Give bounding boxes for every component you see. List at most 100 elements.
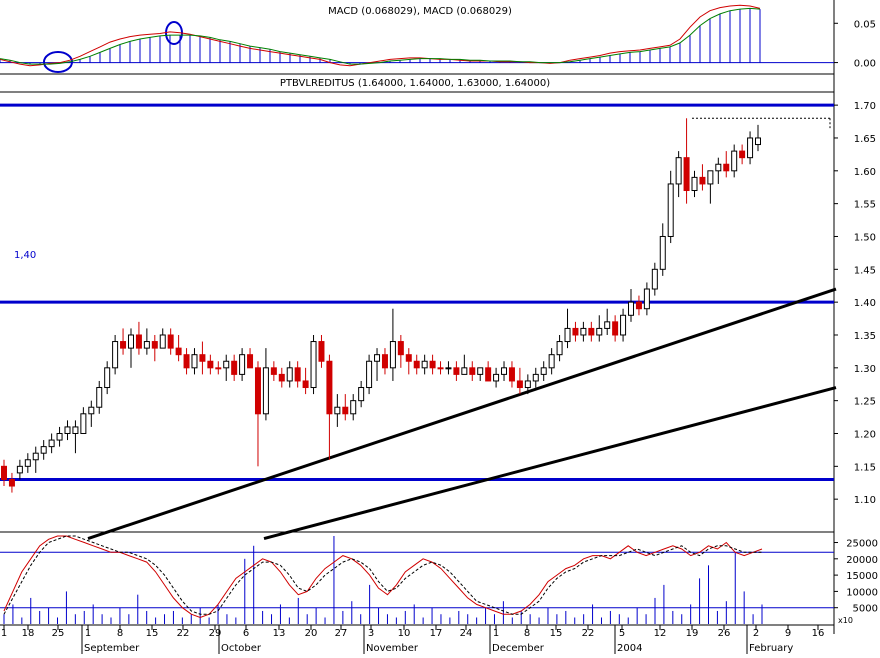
x-tick-label: 29 xyxy=(209,628,222,639)
macd-title: MACD (0.068029), MACD (0.068029) xyxy=(328,6,512,17)
candle-body xyxy=(32,452,39,461)
candle-body xyxy=(318,341,325,362)
candle-body xyxy=(588,327,595,336)
osc-y-tick-label: 25000 xyxy=(846,539,878,550)
candle-body xyxy=(628,301,635,316)
month-label: February xyxy=(749,643,793,654)
candle-body xyxy=(16,465,23,474)
candle-body xyxy=(334,406,341,415)
candle-body xyxy=(175,347,182,356)
candle-body xyxy=(659,235,666,270)
candle-body xyxy=(8,478,15,487)
x-tick-label: 17 xyxy=(430,628,443,639)
candle-body xyxy=(262,367,269,415)
candle-body xyxy=(231,360,238,375)
candle-body xyxy=(207,360,214,369)
month-label: November xyxy=(366,643,419,654)
candle-body xyxy=(453,367,460,375)
candle-body xyxy=(413,360,420,369)
candle-body xyxy=(612,321,619,336)
candle-body xyxy=(112,341,119,369)
candle-body xyxy=(620,314,627,336)
x-tick-label: 24 xyxy=(460,628,473,639)
candle-body xyxy=(564,327,571,343)
candle-body xyxy=(40,446,47,454)
x-tick-label: 20 xyxy=(305,628,318,639)
osc-series-line-1 xyxy=(3,535,762,615)
x-tick-label: 15 xyxy=(550,628,563,639)
candle-body xyxy=(120,341,127,349)
macd-y-tick-label: 0.05 xyxy=(854,19,876,30)
x-tick-label: 5 xyxy=(619,628,625,639)
price-trendline-0 xyxy=(87,287,837,540)
candle-body xyxy=(294,367,301,382)
osc-y-tick-label: 5000 xyxy=(853,604,878,615)
osc-y-tick-label: 20000 xyxy=(846,555,878,566)
price-title: PTBVLREDITUS (1.64000, 1.64000, 1.63000,… xyxy=(280,78,550,89)
candle-body xyxy=(493,373,500,382)
candle-body xyxy=(516,380,523,389)
candle-body xyxy=(167,334,174,349)
candle-body xyxy=(1,465,7,480)
candle-body xyxy=(191,354,198,369)
candle-body xyxy=(501,367,508,375)
x-tick-label: 10 xyxy=(398,628,411,639)
candle-body xyxy=(429,360,436,369)
candle-body xyxy=(405,354,412,362)
candle-body xyxy=(461,367,468,375)
candle-body xyxy=(596,327,603,336)
month-label: December xyxy=(492,643,545,654)
candle-body xyxy=(48,439,55,448)
candle-body xyxy=(374,354,381,362)
price-y-tick-label: 1.50 xyxy=(854,232,876,243)
candle-body xyxy=(96,387,103,408)
candle-body xyxy=(397,341,404,356)
candle-body xyxy=(104,367,111,389)
price-y-tick-label: 1.70 xyxy=(854,101,876,112)
candle-body xyxy=(358,387,365,402)
price-y-tick-label: 1.25 xyxy=(854,397,876,408)
candle-body xyxy=(366,360,373,389)
candle-body xyxy=(302,380,309,389)
candle-body xyxy=(643,288,650,310)
candle-body xyxy=(342,406,349,415)
candle-body xyxy=(715,163,722,172)
price-y-tick-label: 1.15 xyxy=(854,462,876,473)
x-tick-label: 26 xyxy=(718,628,731,639)
price-y-tick-label: 1.20 xyxy=(854,429,876,440)
price-trendline-1 xyxy=(263,386,837,541)
x-tick-label: 25 xyxy=(52,628,65,639)
candle-body xyxy=(755,137,761,146)
candle-body xyxy=(286,367,293,382)
x-tick-label: 16 xyxy=(812,628,825,639)
macd-series-line-0 xyxy=(0,4,761,67)
osc-y-tick-label: 15000 xyxy=(846,571,878,582)
x-tick-label: 22 xyxy=(177,628,190,639)
candle-body xyxy=(56,432,63,441)
candle-body xyxy=(389,341,396,369)
candle-body xyxy=(548,354,555,369)
candle-body xyxy=(699,176,706,185)
macd-marker-circle-1 xyxy=(43,51,73,73)
price-y-tick-label: 1.40 xyxy=(854,298,876,309)
macd-series-line-1 xyxy=(0,7,761,65)
candle-body xyxy=(540,367,547,375)
osc-series-line-0 xyxy=(3,535,763,619)
x-tick-label: 8 xyxy=(117,628,123,639)
x-tick-label: 8 xyxy=(524,628,530,639)
price-y-tick-label: 1.35 xyxy=(854,331,876,342)
month-label: 2004 xyxy=(617,643,642,654)
candle-body xyxy=(215,367,222,370)
candle-body xyxy=(239,354,246,375)
candle-body xyxy=(88,406,95,415)
price-y-tick-label: 1.60 xyxy=(854,167,876,178)
candle-body xyxy=(183,354,190,369)
candle-body xyxy=(247,354,254,369)
candle-body xyxy=(683,157,690,192)
month-label: October xyxy=(221,643,262,654)
candle-body xyxy=(135,334,142,349)
x-tick-label: 2 xyxy=(753,628,759,639)
candle-body xyxy=(421,360,428,369)
price-y-tick-label: 1.45 xyxy=(854,265,876,276)
